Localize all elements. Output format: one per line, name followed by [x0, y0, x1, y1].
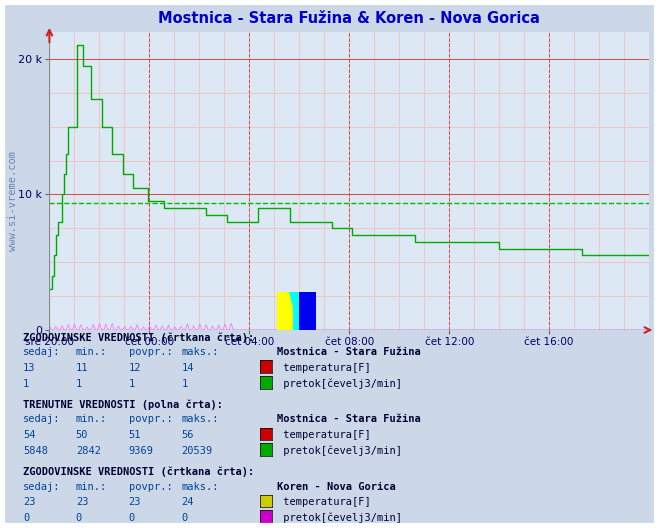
Text: 1: 1	[23, 379, 29, 389]
Text: 1: 1	[129, 379, 134, 389]
Text: 1: 1	[76, 379, 82, 389]
Text: 54: 54	[23, 430, 36, 440]
Text: 14: 14	[181, 363, 194, 373]
Text: povpr.:: povpr.:	[129, 482, 172, 492]
Text: pretok[čevelj3/min]: pretok[čevelj3/min]	[277, 513, 402, 523]
Text: Mostnica - Stara Fužina: Mostnica - Stara Fužina	[277, 347, 420, 357]
Text: povpr.:: povpr.:	[129, 414, 172, 425]
Text: sedaj:: sedaj:	[23, 482, 61, 492]
Text: 50: 50	[76, 430, 88, 440]
Text: pretok[čevelj3/min]: pretok[čevelj3/min]	[277, 445, 402, 456]
Text: 1: 1	[181, 379, 187, 389]
Text: ZGODOVINSKE VREDNOSTI (črtkana črta):: ZGODOVINSKE VREDNOSTI (črtkana črta):	[23, 332, 254, 343]
Text: 5848: 5848	[23, 446, 48, 456]
Text: 9369: 9369	[129, 446, 154, 456]
Polygon shape	[289, 292, 299, 330]
Text: 23: 23	[23, 497, 36, 507]
Text: povpr.:: povpr.:	[129, 347, 172, 357]
Text: 0: 0	[181, 513, 187, 523]
Polygon shape	[277, 292, 295, 330]
Text: 2842: 2842	[76, 446, 101, 456]
Text: temperatura[F]: temperatura[F]	[277, 497, 370, 507]
Text: 11: 11	[76, 363, 88, 373]
Text: maks.:: maks.:	[181, 482, 219, 492]
Text: 20539: 20539	[181, 446, 212, 456]
Title: Mostnica - Stara Fužina & Koren - Nova Gorica: Mostnica - Stara Fužina & Koren - Nova G…	[158, 11, 540, 26]
Text: 23: 23	[129, 497, 141, 507]
Text: 51: 51	[129, 430, 141, 440]
Text: maks.:: maks.:	[181, 414, 219, 425]
Text: TRENUTNE VREDNOSTI (polna črta):: TRENUTNE VREDNOSTI (polna črta):	[23, 399, 223, 410]
Text: 0: 0	[129, 513, 134, 523]
Text: 24: 24	[181, 497, 194, 507]
Polygon shape	[299, 292, 316, 330]
Text: 12: 12	[129, 363, 141, 373]
Text: sedaj:: sedaj:	[23, 414, 61, 425]
Text: www.si-vreme.com: www.si-vreme.com	[8, 150, 18, 251]
Text: Mostnica - Stara Fužina: Mostnica - Stara Fužina	[277, 414, 420, 425]
Text: 0: 0	[23, 513, 29, 523]
Text: min.:: min.:	[76, 482, 107, 492]
Text: Koren - Nova Gorica: Koren - Nova Gorica	[277, 482, 395, 492]
Text: min.:: min.:	[76, 347, 107, 357]
Text: 23: 23	[76, 497, 88, 507]
Text: min.:: min.:	[76, 414, 107, 425]
Polygon shape	[293, 292, 304, 330]
Text: ZGODOVINSKE VREDNOSTI (črtkana črta):: ZGODOVINSKE VREDNOSTI (črtkana črta):	[23, 466, 254, 477]
Text: 0: 0	[76, 513, 82, 523]
Text: maks.:: maks.:	[181, 347, 219, 357]
Text: temperatura[F]: temperatura[F]	[277, 430, 370, 440]
Text: 13: 13	[23, 363, 36, 373]
Text: sedaj:: sedaj:	[23, 347, 61, 357]
Text: pretok[čevelj3/min]: pretok[čevelj3/min]	[277, 378, 402, 389]
Text: 56: 56	[181, 430, 194, 440]
Text: temperatura[F]: temperatura[F]	[277, 363, 370, 373]
